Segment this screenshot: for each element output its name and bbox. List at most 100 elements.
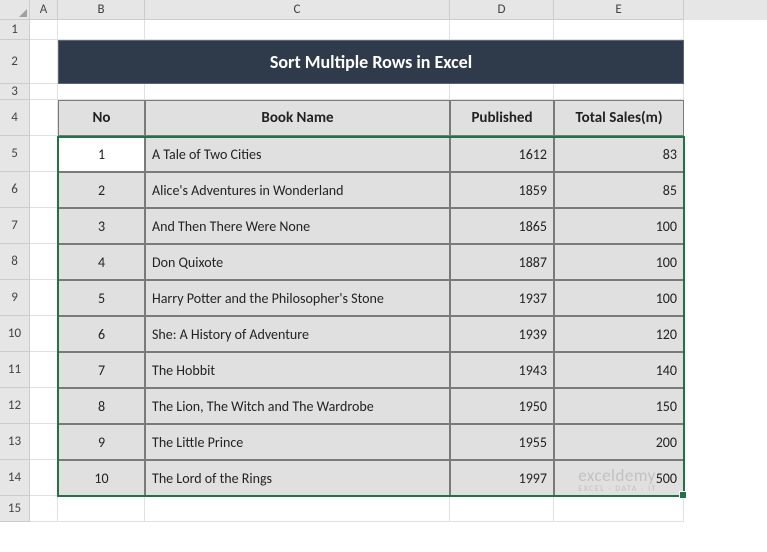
cell-a9[interactable] (30, 280, 58, 316)
cell-a6[interactable] (30, 172, 58, 208)
header-sales[interactable]: Total Sales(m) (554, 100, 684, 136)
select-all-corner[interactable] (0, 0, 30, 20)
cell-no[interactable]: 5 (58, 280, 145, 316)
cell-a15[interactable] (30, 496, 58, 522)
table-row: 7The Hobbit1943140 (30, 352, 684, 388)
cell-sales[interactable]: 200 (554, 424, 684, 460)
cell-a10[interactable] (30, 316, 58, 352)
cell-published[interactable]: 1997 (450, 460, 554, 496)
cell-no[interactable]: 3 (58, 208, 145, 244)
header-no[interactable]: No (58, 100, 145, 136)
spreadsheet: A B C D E 1 2 3 4 5 6 7 8 9 10 11 12 13 … (0, 0, 767, 522)
col-header-e[interactable]: E (554, 0, 684, 20)
cell-c15[interactable] (145, 496, 450, 522)
col-header-d[interactable]: D (450, 0, 554, 20)
cell-book[interactable]: Alice's Adventures in Wonderland (145, 172, 450, 208)
row-header-15[interactable]: 15 (0, 496, 30, 522)
cell-book[interactable]: She: A History of Adventure (145, 316, 450, 352)
cell-no[interactable]: 2 (58, 172, 145, 208)
cell-e1[interactable] (554, 20, 684, 40)
cell-no[interactable]: 8 (58, 388, 145, 424)
row-header-14[interactable]: 14 (0, 460, 30, 496)
cell-published[interactable]: 1950 (450, 388, 554, 424)
header-published[interactable]: Published (450, 100, 554, 136)
cell-book[interactable]: A Tale of Two Cities (145, 136, 450, 172)
cell-published[interactable]: 1955 (450, 424, 554, 460)
cell-a1[interactable] (30, 20, 58, 40)
cell-sales[interactable]: 120 (554, 316, 684, 352)
grid: Sort Multiple Rows in Excel No Book Name… (30, 20, 684, 522)
col-header-a[interactable]: A (30, 0, 58, 20)
cell-book[interactable]: Harry Potter and the Philosopher's Stone (145, 280, 450, 316)
cell-sales[interactable]: 150 (554, 388, 684, 424)
cell-a2[interactable] (30, 40, 58, 84)
table-row: 1A Tale of Two Cities161283 (30, 136, 684, 172)
cell-a5[interactable] (30, 136, 58, 172)
row-header-1[interactable]: 1 (0, 20, 30, 40)
cell-published[interactable]: 1887 (450, 244, 554, 280)
table-row: 4Don Quixote1887100 (30, 244, 684, 280)
cell-published[interactable]: 1859 (450, 172, 554, 208)
row-header-4[interactable]: 4 (0, 100, 30, 136)
row-header-2[interactable]: 2 (0, 40, 30, 84)
cell-no[interactable]: 7 (58, 352, 145, 388)
cell-b3[interactable] (58, 84, 145, 100)
cell-no[interactable]: 1 (58, 136, 145, 172)
cell-a7[interactable] (30, 208, 58, 244)
header-book[interactable]: Book Name (145, 100, 450, 136)
cell-published[interactable]: 1612 (450, 136, 554, 172)
cell-sales[interactable]: 85 (554, 172, 684, 208)
cell-sales[interactable]: 500 (554, 460, 684, 496)
cell-sales[interactable]: 140 (554, 352, 684, 388)
col-header-c[interactable]: C (145, 0, 450, 20)
cell-a3[interactable] (30, 84, 58, 100)
row-header-9[interactable]: 9 (0, 280, 30, 316)
table-row: 9The Little Prince1955200 (30, 424, 684, 460)
cell-a13[interactable] (30, 424, 58, 460)
row-header-12[interactable]: 12 (0, 388, 30, 424)
cell-sales[interactable]: 100 (554, 244, 684, 280)
cell-d1[interactable] (450, 20, 554, 40)
cell-no[interactable]: 4 (58, 244, 145, 280)
cell-book[interactable]: The Hobbit (145, 352, 450, 388)
cell-a11[interactable] (30, 352, 58, 388)
cell-sales[interactable]: 100 (554, 208, 684, 244)
cell-b15[interactable] (58, 496, 145, 522)
cell-published[interactable]: 1937 (450, 280, 554, 316)
cell-d3[interactable] (450, 84, 554, 100)
cell-book[interactable]: The Lion, The Witch and The Wardrobe (145, 388, 450, 424)
row-header-3[interactable]: 3 (0, 84, 30, 100)
cell-book[interactable]: The Little Prince (145, 424, 450, 460)
row-header-5[interactable]: 5 (0, 136, 30, 172)
cell-no[interactable]: 6 (58, 316, 145, 352)
cell-published[interactable]: 1939 (450, 316, 554, 352)
cell-c1[interactable] (145, 20, 450, 40)
col-header-b[interactable]: B (58, 0, 145, 20)
cell-no[interactable]: 10 (58, 460, 145, 496)
table-row: 6She: A History of Adventure1939120 (30, 316, 684, 352)
row-header-10[interactable]: 10 (0, 316, 30, 352)
cell-published[interactable]: 1865 (450, 208, 554, 244)
cell-e3[interactable] (554, 84, 684, 100)
row-header-13[interactable]: 13 (0, 424, 30, 460)
cell-a12[interactable] (30, 388, 58, 424)
cell-e15[interactable] (554, 496, 684, 522)
cell-book[interactable]: The Lord of the Rings (145, 460, 450, 496)
cell-b1[interactable] (58, 20, 145, 40)
row-header-8[interactable]: 8 (0, 244, 30, 280)
cell-a4[interactable] (30, 100, 58, 136)
cell-a8[interactable] (30, 244, 58, 280)
row-header-6[interactable]: 6 (0, 172, 30, 208)
cell-sales[interactable]: 100 (554, 280, 684, 316)
title-cell[interactable]: Sort Multiple Rows in Excel (58, 40, 684, 84)
cell-d15[interactable] (450, 496, 554, 522)
row-header-7[interactable]: 7 (0, 208, 30, 244)
cell-book[interactable]: Don Quixote (145, 244, 450, 280)
cell-no[interactable]: 9 (58, 424, 145, 460)
cell-c3[interactable] (145, 84, 450, 100)
cell-published[interactable]: 1943 (450, 352, 554, 388)
row-header-11[interactable]: 11 (0, 352, 30, 388)
cell-a14[interactable] (30, 460, 58, 496)
cell-sales[interactable]: 83 (554, 136, 684, 172)
cell-book[interactable]: And Then There Were None (145, 208, 450, 244)
